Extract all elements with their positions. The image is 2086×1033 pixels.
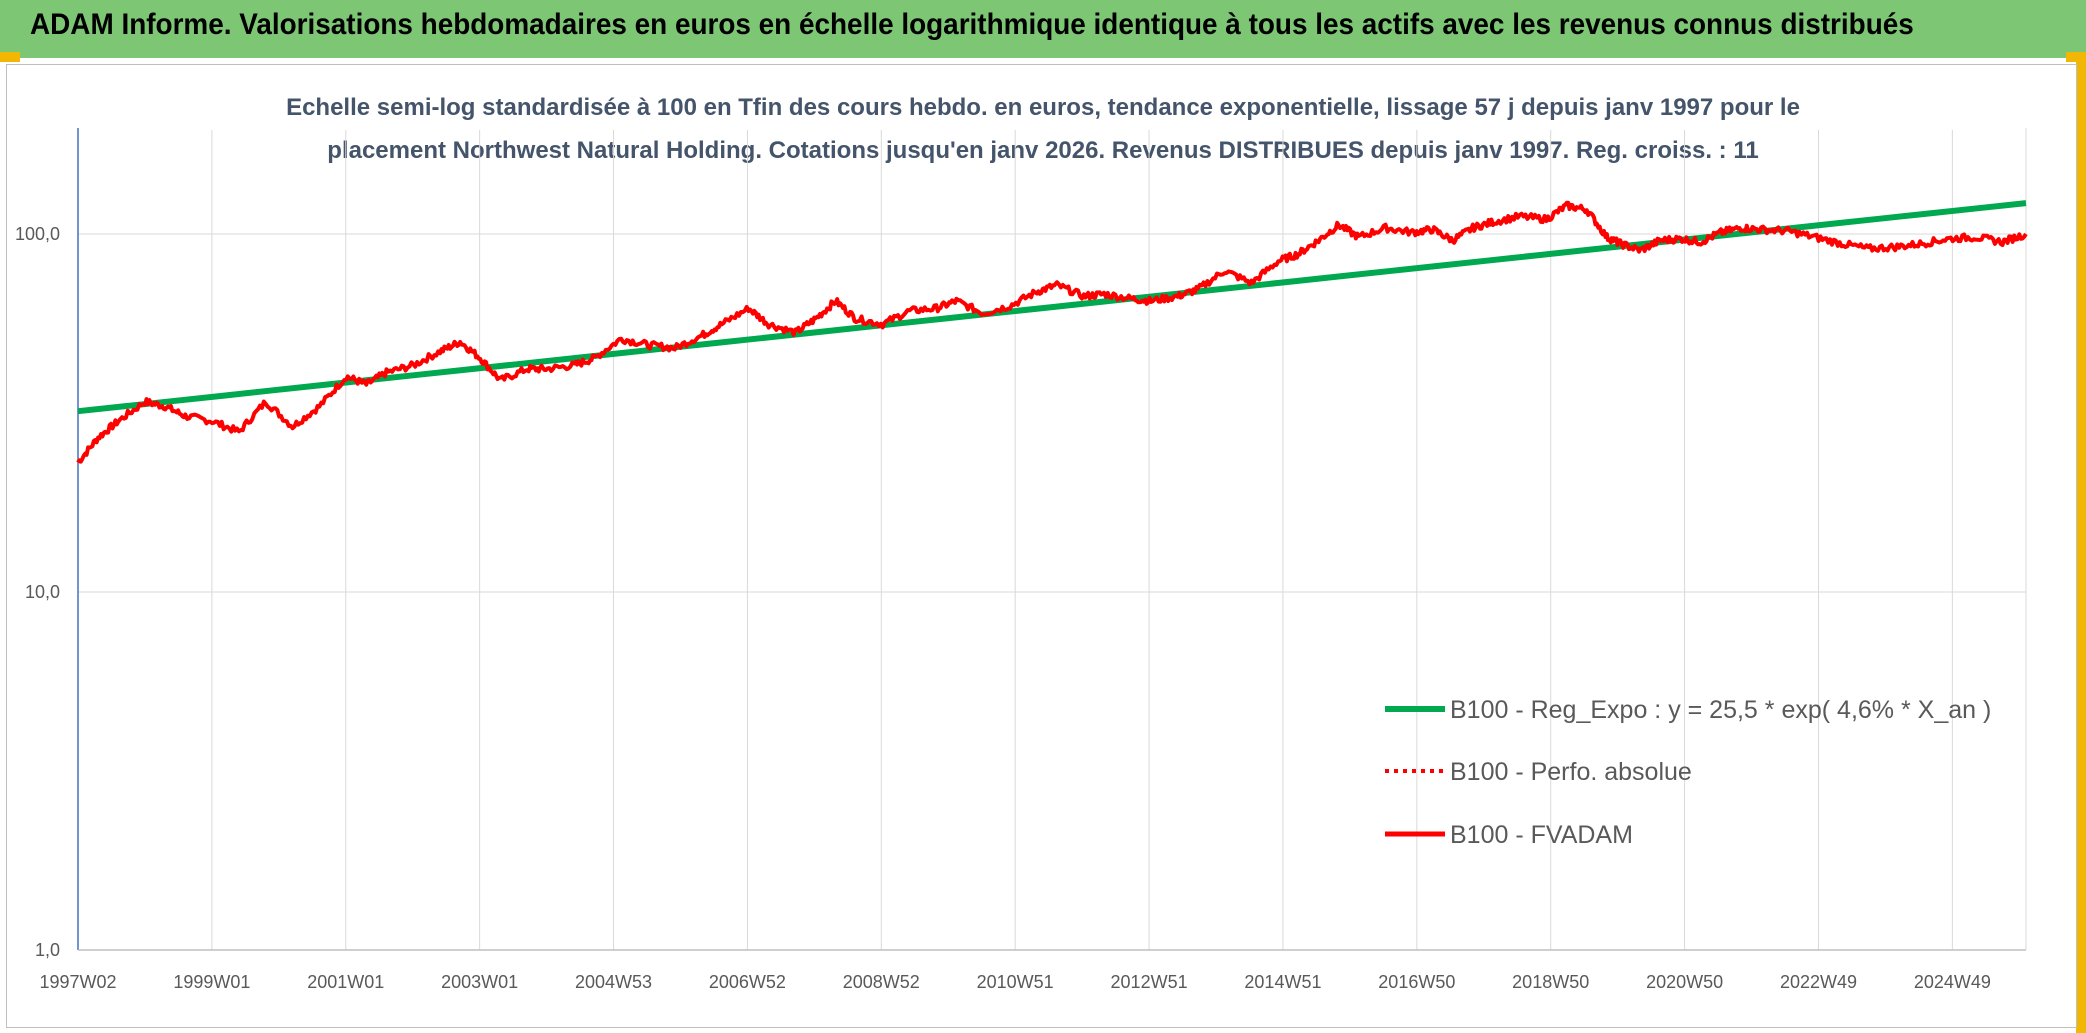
y-tick-label: 1,0 xyxy=(35,940,60,960)
x-tick-label: 2006W52 xyxy=(709,972,786,992)
x-tick-label: 2003W01 xyxy=(441,972,518,992)
corner-marker xyxy=(0,52,20,62)
legend-label: B100 - Reg_Expo : y = 25,5 * exp( 4,6% *… xyxy=(1450,696,1991,724)
y-tick-label: 10,0 xyxy=(25,582,60,602)
fvadam-line xyxy=(76,200,2028,464)
legend-label: B100 - Perfo. absolue xyxy=(1450,758,1692,786)
x-tick-label: 2014W51 xyxy=(1244,972,1321,992)
x-tick-label: 2020W50 xyxy=(1646,972,1723,992)
right-edge-bar xyxy=(2076,58,2086,1033)
x-tick-label: 2024W49 xyxy=(1914,972,1991,992)
chart-title-line-1: Echelle semi-log standardisée à 100 en T… xyxy=(286,94,1800,121)
axes xyxy=(77,128,2027,951)
corner-marker xyxy=(2066,52,2086,62)
x-tick-label: 2018W50 xyxy=(1512,972,1589,992)
report-banner: ADAM Informe. Valorisations hebdomadaire… xyxy=(0,0,2086,58)
legend: B100 - Reg_Expo : y = 25,5 * exp( 4,6% *… xyxy=(1385,696,1991,849)
grid-lines xyxy=(78,130,2026,950)
chart-frame xyxy=(6,64,2077,1028)
x-tick-label: 2012W51 xyxy=(1111,972,1188,992)
x-tick-label: 1999W01 xyxy=(173,972,250,992)
chart-title: Echelle semi-log standardisée à 100 en T… xyxy=(0,86,2086,172)
x-tick-label: 2010W51 xyxy=(977,972,1054,992)
x-tick-label: 2022W49 xyxy=(1780,972,1857,992)
series xyxy=(76,200,2028,464)
report-title: ADAM Informe. Valorisations hebdomadaire… xyxy=(30,8,1914,41)
trend-line xyxy=(77,200,2027,415)
x-tick-label: 2008W52 xyxy=(843,972,920,992)
x-tick-label: 1997W02 xyxy=(39,972,116,992)
tick-labels: 1997W02 1999W01 2001W01 2003W01 2004W53 2006W… xyxy=(15,224,1991,992)
x-tick-label: 2004W53 xyxy=(575,972,652,992)
legend-label: B100 - FVADAM xyxy=(1450,821,1633,849)
y-tick-label: 100,0 xyxy=(15,224,60,244)
chart-title-line-2: placement Northwest Natural Holding. Cot… xyxy=(327,137,1759,164)
x-tick-label: 2001W01 xyxy=(307,972,384,992)
x-tick-label: 2016W50 xyxy=(1378,972,1455,992)
